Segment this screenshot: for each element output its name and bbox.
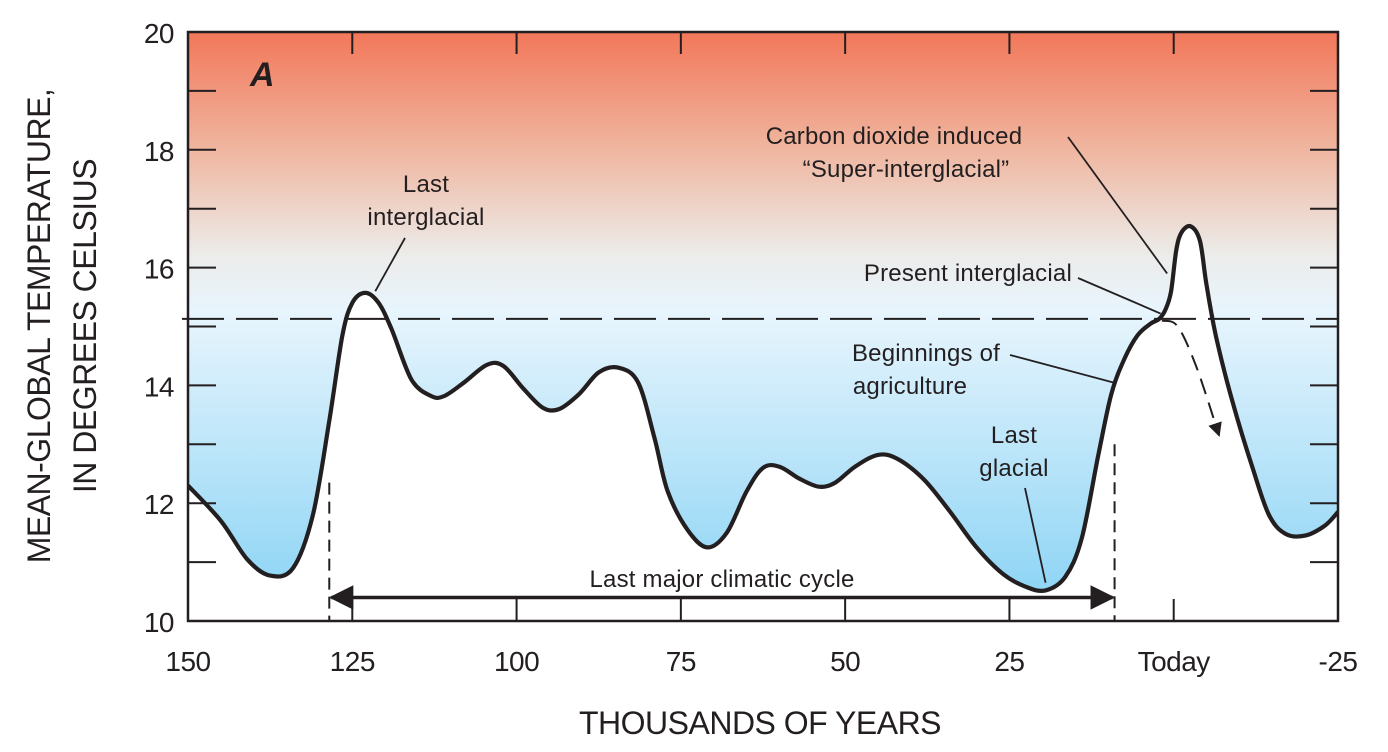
y-tick-label: 14 (144, 371, 174, 402)
x-tick-labels: 150 125 100 75 50 25 Today -25 (165, 646, 1358, 677)
annotation-co2-line1: Carbon dioxide induced (766, 123, 1023, 150)
annotation-present-interglacial: Present interglacial (864, 260, 1072, 287)
panel-label: A (249, 56, 275, 94)
annotation-last-glacial-line2: glacial (979, 455, 1048, 482)
x-tick-label: 150 (165, 646, 210, 677)
annotation-agriculture-line2: agriculture (853, 373, 967, 400)
cycle-bracket-label: Last major climatic cycle (589, 566, 854, 593)
leader-last-interglacial (374, 237, 406, 292)
annotation-last-interglacial-line2: interglacial (367, 204, 484, 231)
annotation-co2-line2: “Super-interglacial” (803, 156, 1010, 183)
annotation-agriculture-line1: Beginnings of (852, 340, 1000, 367)
gradient-fill-above-curve (188, 32, 1338, 591)
annotation-last-interglacial-line1: Last (403, 171, 449, 198)
leader-co2-super-interglacial (1067, 136, 1168, 275)
leader-beginnings-of-agriculture (1009, 354, 1114, 384)
x-tick-label: 125 (330, 646, 375, 677)
x-tick-label: 75 (666, 646, 696, 677)
projection-dashed-arrow (1161, 319, 1222, 437)
x-tick-label: 100 (494, 646, 539, 677)
x-tick-label: 25 (994, 646, 1024, 677)
y-tick-label: 12 (144, 489, 174, 520)
x-tick-label: 50 (830, 646, 860, 677)
x-tick-label: -25 (1319, 646, 1358, 677)
climatic-cycle-bracket (328, 444, 1116, 621)
y-tick-label: 10 (144, 607, 174, 638)
leader-last-glacial (1024, 487, 1047, 583)
y-tick-labels: 10 12 14 16 18 20 (144, 18, 175, 638)
plot-background (188, 32, 1338, 621)
y-tick-label: 16 (144, 254, 174, 285)
axis-ticks (188, 32, 1338, 621)
x-axis-title: THOUSANDS OF YEARS (579, 705, 941, 741)
temperature-curve (188, 223, 1338, 594)
annotation-last-glacial-line1: Last (991, 422, 1037, 449)
leader-present-interglacial (1077, 277, 1161, 315)
y-tick-label: 18 (144, 136, 174, 167)
annotation-leaders (374, 136, 1168, 583)
projection-arrow (1161, 319, 1222, 437)
y-axis-title-line2: IN DEGREES CELSIUS (67, 159, 103, 493)
y-axis-title-line1: MEAN-GLOBAL TEMPERATURE, (21, 89, 57, 564)
y-tick-label: 20 (144, 18, 174, 49)
temperature-series-line (188, 223, 1338, 594)
x-tick-label: Today (1138, 646, 1211, 677)
